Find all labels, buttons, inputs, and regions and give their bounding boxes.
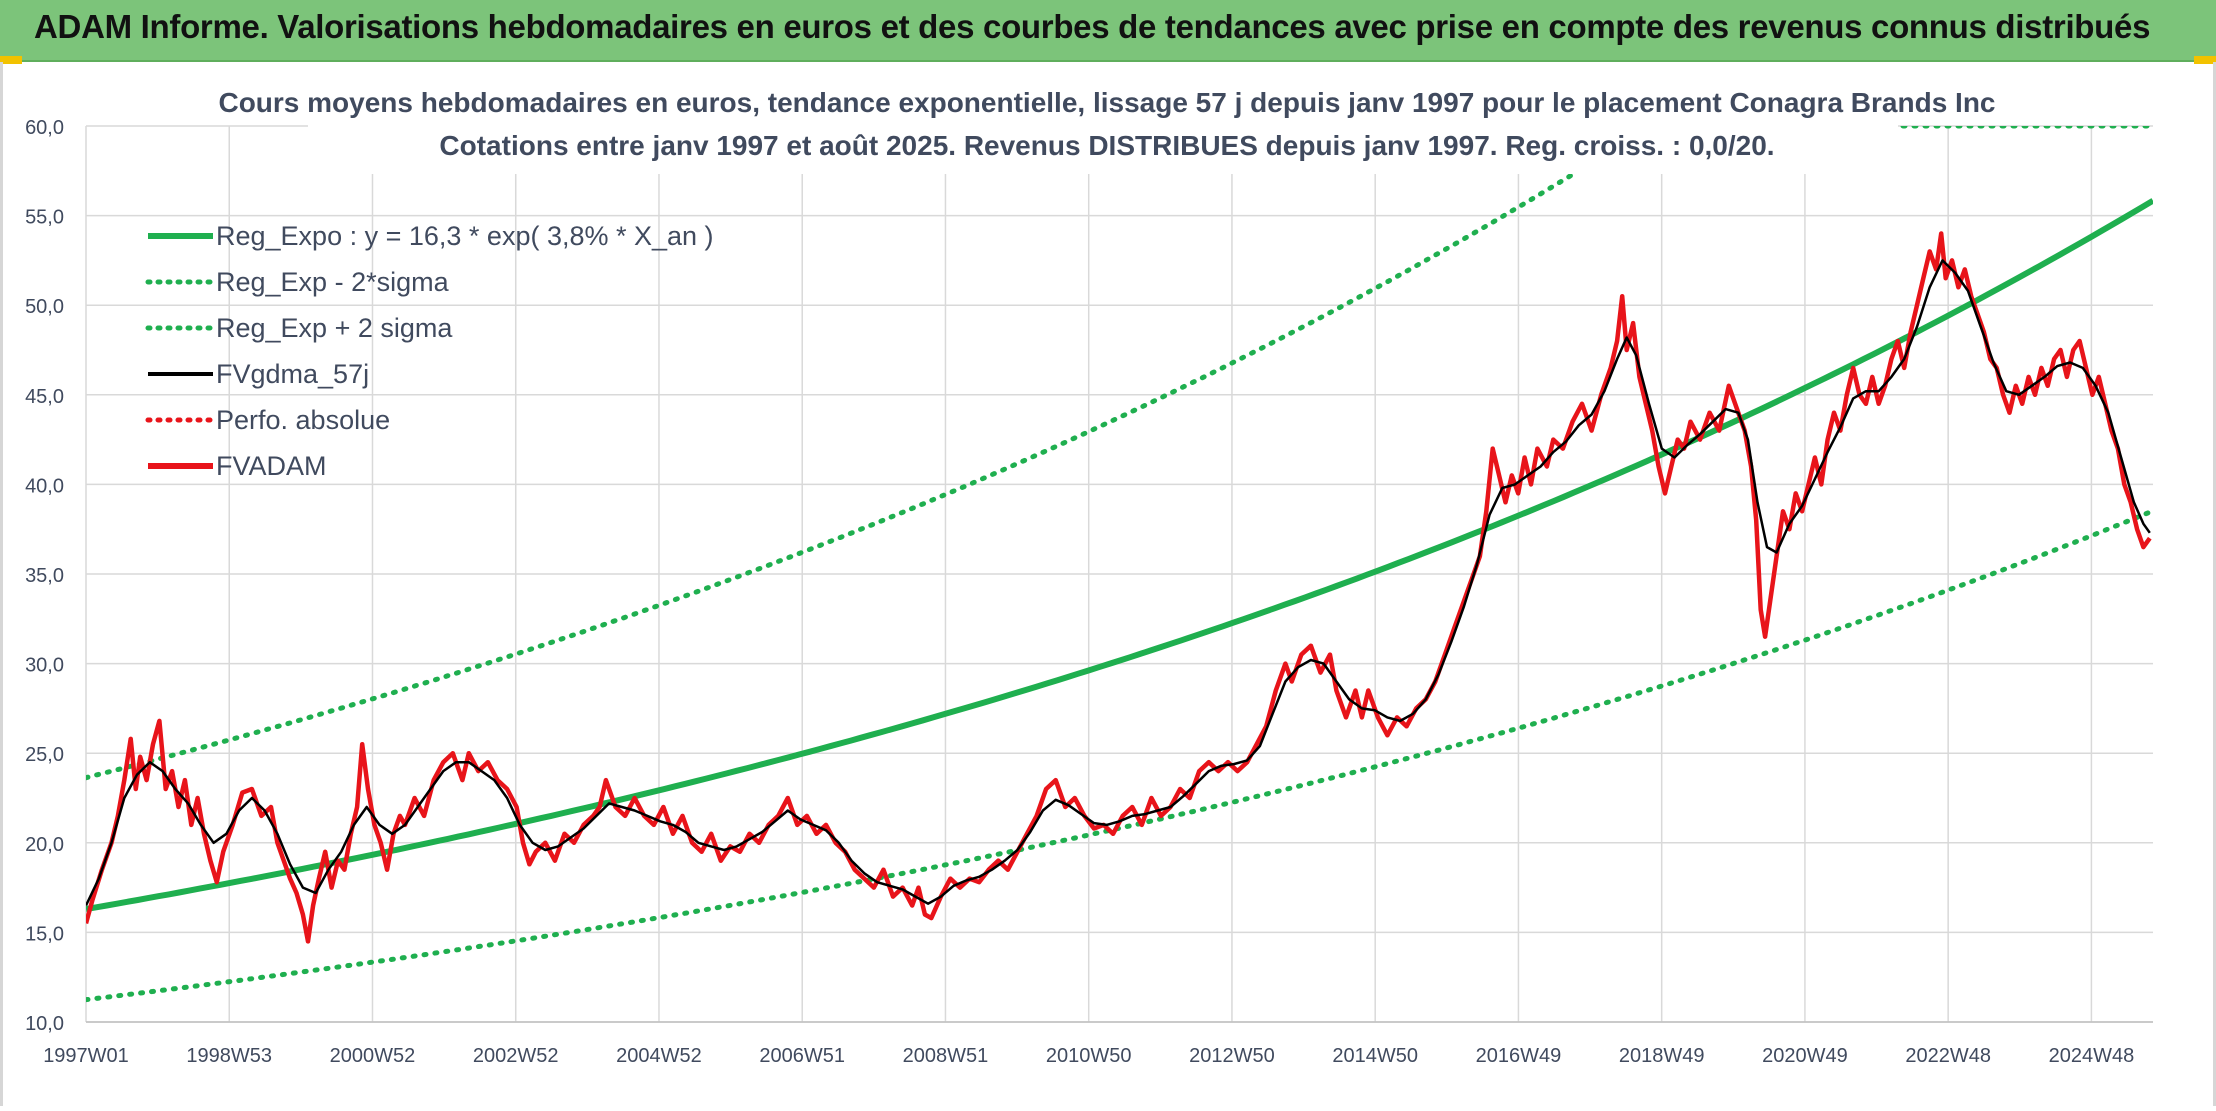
x-axis-ticks: 1997W01 1998W53 2000W52 2002W52 2004W52 2006W…	[43, 1045, 2134, 1067]
x-tick-label: 2002W52	[473, 1045, 559, 1067]
y-tick-label: 15,0	[25, 923, 64, 945]
series-reg-exp-minus-2sigma	[86, 508, 2153, 1003]
x-tick-label: 1998W53	[186, 1045, 272, 1067]
line-chart: 10,0 15,0 20,0 25,0 30,0 35,0 40,0 45,0 50,0 55,0…	[25, 64, 2153, 1067]
chart-titles: Cours moyens hebdomadaires en euros, ten…	[218, 64, 1996, 174]
chart-subtitle: Cotations entre janv 1997 et août 2025. …	[439, 130, 1774, 161]
legend-label: Reg_Exp + 2 sigma	[216, 313, 453, 343]
report-title: ADAM Informe. Valorisations hebdomadaire…	[34, 8, 2151, 45]
legend-label: Reg_Expo : y = 16,3 * exp( 3,8% * X_an )	[216, 221, 714, 251]
x-tick-label: 2020W49	[1762, 1045, 1848, 1067]
y-tick-label: 35,0	[25, 565, 64, 587]
chart-area: 10,0 15,0 20,0 25,0 30,0 35,0 40,0 45,0 50,0 55,0…	[0, 62, 2216, 1106]
series-fvadam	[86, 231, 2152, 944]
legend-label: Reg_Exp - 2*sigma	[216, 267, 450, 297]
corner-marker-right	[2194, 56, 2216, 64]
y-tick-label: 50,0	[25, 296, 64, 318]
grid-lines	[85, 125, 2153, 1023]
y-axis-ticks: 10,0 15,0 20,0 25,0 30,0 35,0 40,0 45,0 50,0 55,0…	[25, 117, 64, 1035]
y-tick-label: 55,0	[25, 207, 64, 229]
y-tick-label: 10,0	[25, 1013, 64, 1035]
x-tick-label: 2024W48	[2049, 1045, 2135, 1067]
x-tick-label: 2018W49	[1619, 1045, 1705, 1067]
chart-title: Cours moyens hebdomadaires en euros, ten…	[218, 87, 1995, 118]
x-tick-label: 2004W52	[616, 1045, 702, 1067]
x-tick-label: 2000W52	[330, 1045, 416, 1067]
y-tick-label: 60,0	[25, 117, 64, 139]
legend-label: Perfo. absolue	[216, 405, 390, 435]
x-tick-label: 2012W50	[1189, 1045, 1275, 1067]
x-tick-label: 2014W50	[1332, 1045, 1418, 1067]
legend-label: FVgdma_57j	[216, 359, 369, 389]
y-tick-label: 45,0	[25, 386, 64, 408]
series-group	[86, 126, 2153, 1003]
title-background	[308, 64, 1898, 174]
series-reg-expo	[86, 198, 2153, 913]
x-tick-label: 2016W49	[1476, 1045, 1562, 1067]
legend: Reg_Expo : y = 16,3 * exp( 3,8% * X_an )…	[145, 221, 714, 481]
corner-marker-left	[0, 56, 22, 64]
y-tick-label: 30,0	[25, 655, 64, 677]
y-tick-label: 40,0	[25, 475, 64, 497]
y-tick-label: 25,0	[25, 744, 64, 766]
report-header: ADAM Informe. Valorisations hebdomadaire…	[0, 0, 2216, 62]
series-fvgdma-57j	[86, 259, 2151, 907]
x-tick-label: 2006W51	[759, 1045, 845, 1067]
x-tick-label: 2022W48	[1905, 1045, 1991, 1067]
legend-label: FVADAM	[216, 451, 327, 481]
y-tick-label: 20,0	[25, 834, 64, 856]
x-tick-label: 2010W50	[1046, 1045, 1132, 1067]
x-tick-label: 2008W51	[903, 1045, 989, 1067]
x-tick-label: 1997W01	[43, 1045, 129, 1067]
